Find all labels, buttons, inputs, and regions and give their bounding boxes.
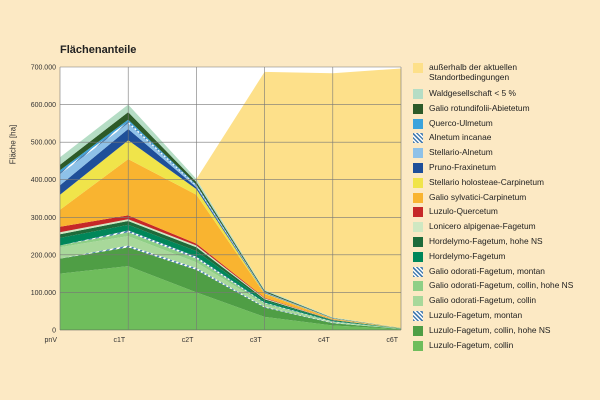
legend-swatch xyxy=(413,296,423,307)
legend-item-waldgesellschaft-5: Waldgesellschaft < 5 % xyxy=(413,88,598,103)
legend-label: Luzulo-Fagetum, collin xyxy=(429,339,514,350)
legend-swatch xyxy=(413,266,423,277)
legend-item-luzulo-quercetum: Luzulo-Quercetum xyxy=(413,206,598,221)
legend-item-galio-odorati-fagetum-montan: Galio odorati-Fagetum, montan xyxy=(413,266,598,281)
area-hordelymo-fagetum-hohe-ns xyxy=(60,221,401,329)
legend-label: Galio odorati-Fagetum, collin xyxy=(429,295,537,306)
legend-label: Hordelymo-Fagetum xyxy=(429,250,506,261)
legend-swatch xyxy=(413,251,423,262)
legend-item-lonicero-alpigenae-fagetum: Lonicero alpigenae-Fagetum xyxy=(413,221,598,236)
area-luzulo-fagetum-collin-hohe-ns xyxy=(60,247,401,330)
chart-title: Flächenanteile xyxy=(60,44,137,56)
legend-label: Galio odorati-Fagetum, montan xyxy=(429,265,545,276)
legend-item-pruno-fraxinetum: Pruno-Fraxinetum xyxy=(413,162,598,177)
legend-label: Stellario holosteae-Carpinetum xyxy=(429,176,544,187)
x-tick-label: c4T xyxy=(318,337,330,344)
legend-label: Hordelymo-Fagetum, hohe NS xyxy=(429,235,543,246)
legend-swatch xyxy=(413,281,423,292)
area-galio-odorati-fagetum-collin xyxy=(60,236,401,329)
legend-label: Alnetum incanae xyxy=(429,132,492,143)
legend-label: Lonicero alpigenae-Fagetum xyxy=(429,221,536,232)
legend-item-stellario-alnetum: Stellario-Alnetum xyxy=(413,147,598,162)
legend: außerhalb der aktuellen Standortbedingun… xyxy=(413,62,598,354)
x-tick-label: pnV xyxy=(45,337,58,344)
y-tick-label: 600.000 xyxy=(31,102,56,109)
x-tick-label: c3T xyxy=(250,337,262,344)
legend-label: Stellario-Alnetum xyxy=(429,147,493,158)
legend-label: Galio rotundifolii-Abietetum xyxy=(429,102,530,113)
legend-item-hordelymo-fagetum: Hordelymo-Fagetum xyxy=(413,251,598,266)
y-tick-label: 300.000 xyxy=(31,215,56,222)
y-tick-label: 100.000 xyxy=(31,290,56,297)
y-tick-label: 500.000 xyxy=(31,140,56,147)
legend-swatch xyxy=(413,325,423,336)
legend-swatch xyxy=(413,133,423,144)
legend-swatch xyxy=(413,162,423,173)
legend-label: Galio sylvatici-Carpinetum xyxy=(429,191,527,202)
area-luzulo-quercetum xyxy=(60,215,401,329)
y-tick-label: 200.000 xyxy=(31,252,56,259)
legend-swatch xyxy=(413,63,423,73)
legend-item-au-erhalb-der-aktuellen-standortbedingungen: außerhalb der aktuellen Standortbedingun… xyxy=(413,62,598,88)
legend-label: Querco-Ulmetum xyxy=(429,117,493,128)
legend-label: Luzulo-Fagetum, montan xyxy=(429,309,523,320)
legend-swatch xyxy=(413,177,423,188)
legend-item-alnetum-incanae: Alnetum incanae xyxy=(413,132,598,147)
area-luzulo-fagetum-collin xyxy=(60,266,401,330)
legend-swatch xyxy=(413,236,423,247)
legend-item-querco-ulmetum: Querco-Ulmetum xyxy=(413,118,598,133)
x-tick-label: c6T xyxy=(386,337,398,344)
legend-label: Galio odorati-Fagetum, collin, hohe NS xyxy=(429,280,574,291)
legend-swatch xyxy=(413,103,423,114)
legend-swatch xyxy=(413,118,423,129)
area-galio-sylvatici-carpinetum xyxy=(60,159,401,329)
y-tick-label: 400.000 xyxy=(31,177,56,184)
area-au-erhalb-der-aktuellen-standortbedingungen xyxy=(60,68,401,328)
area-hordelymo-fagetum xyxy=(60,224,401,329)
legend-item-luzulo-fagetum-montan: Luzulo-Fagetum, montan xyxy=(413,310,598,325)
legend-swatch xyxy=(413,192,423,203)
legend-item-galio-sylvatici-carpinetum: Galio sylvatici-Carpinetum xyxy=(413,192,598,207)
legend-label: außerhalb der aktuellen Standortbedingun… xyxy=(429,62,517,82)
legend-item-galio-rotundifolii-abietetum: Galio rotundifolii-Abietetum xyxy=(413,103,598,118)
legend-swatch xyxy=(413,222,423,233)
y-tick-label: 700.000 xyxy=(31,65,56,72)
legend-item-luzulo-fagetum-collin: Luzulo-Fagetum, collin xyxy=(413,340,598,355)
legend-swatch xyxy=(413,310,423,321)
legend-swatch xyxy=(413,340,423,351)
legend-item-stellario-holosteae-carpinetum: Stellario holosteae-Carpinetum xyxy=(413,177,598,192)
legend-item-hordelymo-fagetum-hohe-ns: Hordelymo-Fagetum, hohe NS xyxy=(413,236,598,251)
legend-swatch xyxy=(413,148,423,159)
legend-item-galio-odorati-fagetum-collin-hohe-ns: Galio odorati-Fagetum, collin, hohe NS xyxy=(413,280,598,295)
x-tick-label: c1T xyxy=(114,337,126,344)
legend-swatch xyxy=(413,89,423,99)
legend-label: Luzulo-Fagetum, collin, hohe NS xyxy=(429,324,551,335)
x-tick-label: c2T xyxy=(182,337,194,344)
legend-label: Pruno-Fraxinetum xyxy=(429,161,497,172)
legend-swatch xyxy=(413,207,423,218)
legend-label: Luzulo-Quercetum xyxy=(429,206,498,217)
y-tick-label: 0 xyxy=(52,328,56,335)
legend-item-luzulo-fagetum-collin-hohe-ns: Luzulo-Fagetum, collin, hohe NS xyxy=(413,325,598,340)
legend-item-galio-odorati-fagetum-collin: Galio odorati-Fagetum, collin xyxy=(413,295,598,310)
legend-label: Waldgesellschaft < 5 % xyxy=(429,88,516,98)
